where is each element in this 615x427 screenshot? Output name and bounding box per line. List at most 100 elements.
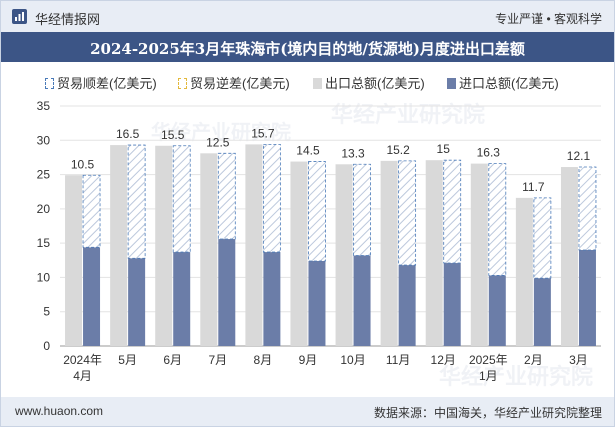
export-bar [470,163,488,346]
x-tick-label-line: 2024年 [63,353,102,367]
watermark-text: 华经产业研究院 [439,364,594,389]
x-tick-label-line: 2025年 [469,353,508,367]
import-bar [533,278,551,346]
x-tick-label: 8月 [254,353,273,367]
x-tick-label: 2024年 4月 [63,353,102,383]
slogan: 专业严谨 • 客观科学 [495,12,602,26]
watermark-text: 华经产业研究院 [151,122,291,144]
footer-bar: www.huaon.com 数据来源：中国海关，华经产业研究院整理 [1,397,614,426]
export-bar [245,144,263,346]
surplus-segment [353,163,371,256]
x-tick-label-line: 2月 [524,353,543,367]
legend-swatch-export [313,78,322,89]
brand-name: 华经情报网 [35,12,101,27]
export-bar [560,167,578,346]
data-label: 15.5 [161,128,185,142]
export-bar [155,145,173,346]
y-tick-label: 20 [37,202,51,216]
data-label: 16.3 [477,146,501,160]
surplus-segment [127,144,146,259]
export-bar [515,197,533,346]
surplus-segment [443,159,462,264]
huajing-logo-icon [12,9,27,24]
x-tick-label: 2025年 1月 [469,353,508,383]
data-label: 10.5 [71,157,95,171]
surplus-segment [488,163,507,276]
y-tick-label: 10 [37,270,51,284]
surplus-segment [533,197,552,279]
import-bar [578,250,596,346]
x-tick-label-line: 7月 [208,353,227,367]
data-label: 15 [437,142,451,156]
data-label: 16.5 [116,127,140,141]
x-tick-label: 11月 [386,353,410,367]
surplus-segment [82,174,101,248]
legend-label-import: 进口总额(亿美元) [459,76,559,91]
surplus-segment [578,166,597,251]
import-bar [488,275,506,346]
x-tick-label-line: 11月 [386,353,410,367]
export-bar [425,160,443,346]
legend-item-import: 进口总额(亿美元) [447,76,559,92]
import-bar [128,258,146,346]
x-tick-label: 5月 [118,353,137,367]
legend-item-surplus: 贸易顺差(亿美元) [45,76,157,92]
data-label: 11.7 [522,180,545,194]
y-tick-label: 35 [37,99,51,113]
x-tick-label-line: 10月 [340,353,365,367]
x-tick-label: 7月 [208,353,227,367]
surplus-segment [217,152,236,240]
legend-swatch-surplus [45,78,54,89]
surplus-segment [398,160,417,266]
legend-label-surplus: 贸易顺差(亿美元) [57,76,157,91]
x-tick-label: 2月 [524,353,543,367]
website-url: www.huaon.com [15,404,104,418]
bar-chart: 0 5 10 15 20 25 30 35 10.5 2024年 4月 16.5 5月 15.5 6月 12.… [37,99,601,383]
export-bar [290,161,308,346]
surplus-segment [172,145,191,253]
export-bar [335,164,353,346]
y-tick-label: 25 [37,168,51,182]
legend-swatch-import [447,78,456,89]
y-tick-label: 5 [43,305,50,319]
x-tick-label-line: 3月 [569,353,588,367]
import-bar [173,252,191,346]
legend-item-deficit: 贸易逆差(亿美元) [178,76,290,92]
x-tick-label: 6月 [163,353,182,367]
data-label: 15.7 [251,126,275,140]
import-bar [443,263,461,346]
x-tick-label-line: 1月 [479,369,498,383]
y-tick-label: 15 [37,236,51,250]
export-bar [380,160,398,346]
x-tick-label: 12月 [431,353,456,367]
x-tick-label-line: 12月 [431,353,456,367]
chart-title: 2024-2025年3月年珠海市(境内目的地/货源地)月度进出口差额 [90,40,525,58]
legend-item-export: 出口总额(亿美元) [313,76,425,92]
surplus-segment [308,161,326,262]
x-tick-label: 10月 [340,353,365,367]
export-bar [65,175,83,346]
export-bar [110,145,128,346]
x-tick-label-line: 5月 [118,353,137,367]
x-tick-label-line: 6月 [163,353,182,367]
import-bar [398,265,416,346]
title-bar: 2024-2025年3月年珠海市(境内目的地/货源地)月度进出口差额 [1,32,614,62]
y-tick-label: 30 [37,133,51,147]
x-tick-label: 9月 [299,353,318,367]
x-tick-label-line: 9月 [299,353,318,367]
surplus-segment [262,144,281,253]
import-bar [353,255,371,346]
legend-swatch-deficit [178,78,187,89]
legend-label-deficit: 贸易逆差(亿美元) [190,76,290,91]
data-label: 14.5 [296,144,320,158]
data-label: 15.2 [386,143,410,157]
export-bar [200,153,218,346]
y-tick-label: 0 [43,339,50,353]
legend-label-export: 出口总额(亿美元) [325,76,425,91]
data-label: 12.5 [206,135,230,149]
import-bar [263,252,281,346]
x-tick-label-line: 4月 [73,369,92,383]
import-bar [83,247,101,346]
x-tick-label: 3月 [569,353,588,367]
